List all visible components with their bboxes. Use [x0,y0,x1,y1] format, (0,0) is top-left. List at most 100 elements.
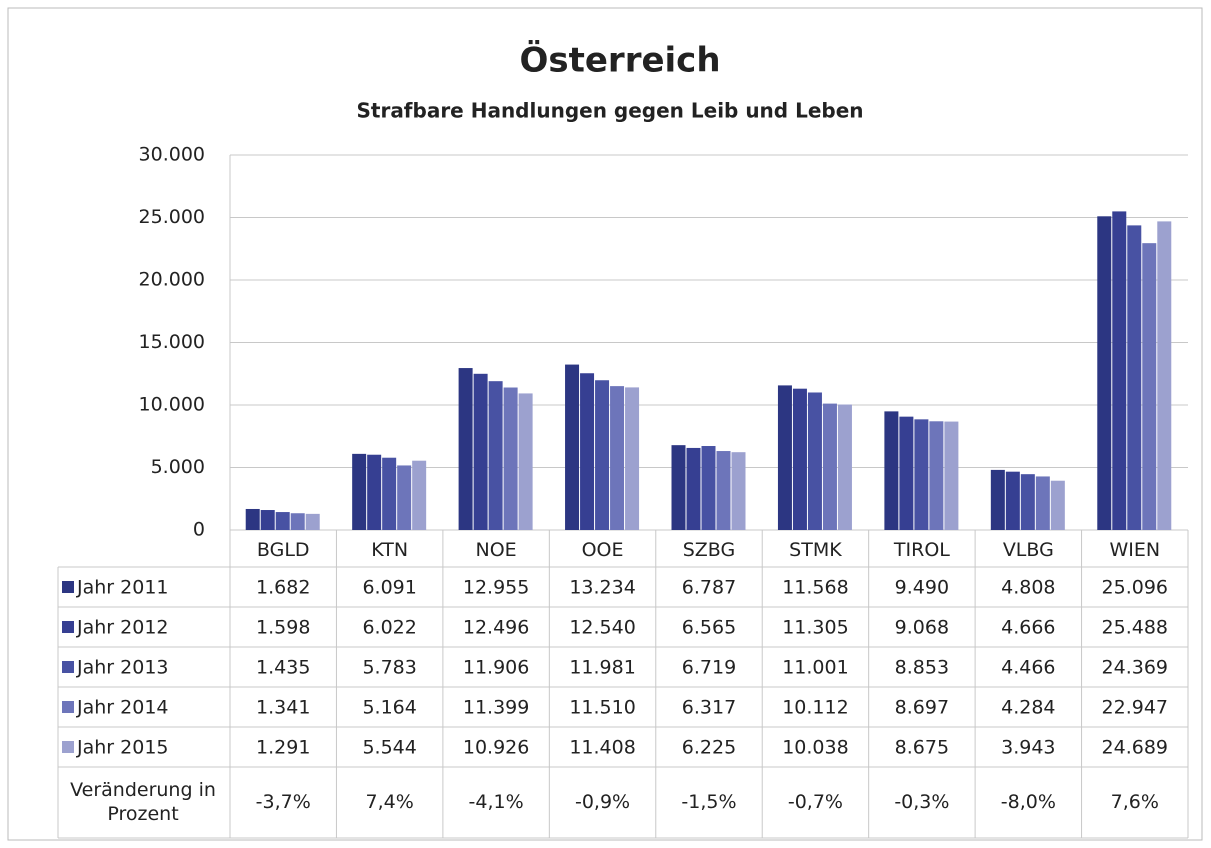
table-cell: 6.565 [682,617,736,639]
bar [686,447,701,530]
bar [716,451,731,530]
change-cell: -0,9% [575,791,630,813]
bar [1157,221,1172,530]
bar [792,388,807,530]
table-cell: 11.408 [569,737,635,759]
y-tick-label: 0 [193,519,205,541]
legend-label: Jahr 2012 [76,617,169,639]
bar [777,385,792,530]
legend-swatch [62,701,74,713]
bar [352,453,367,530]
bar [412,460,427,530]
bar [731,452,746,530]
table-cell: 6.719 [682,657,736,679]
table-cell: 6.225 [682,737,736,759]
bar [458,368,473,530]
change-label-box: Veränderung in Prozent [70,778,216,825]
bar [290,513,305,530]
table-cell: 8.853 [895,657,949,679]
bar [944,421,959,530]
bar [899,416,914,530]
table-cell: 8.697 [895,697,949,719]
y-tick-label: 25.000 [139,206,205,228]
change-cell: -8,0% [1001,791,1056,813]
x-tick-label: OOE [582,539,624,561]
bar [914,419,929,530]
legend-swatch [62,581,74,593]
bar [822,403,837,530]
bar [580,373,595,530]
bar [884,411,899,530]
bar [367,454,382,530]
bar [275,512,290,530]
y-tick-label: 10.000 [139,394,205,416]
bar [565,364,580,530]
change-cell: -0,7% [788,791,843,813]
table-cell: 12.496 [463,617,529,639]
table-cell: 13.234 [569,577,635,599]
y-tick-label: 5.000 [151,456,205,478]
legend-label: Jahr 2014 [76,697,169,719]
bar [595,380,610,530]
table-cell: 22.947 [1102,697,1168,719]
bar [245,508,260,530]
x-tick-label: WIEN [1109,539,1160,561]
bar [1097,216,1112,531]
table-cell: 1.341 [256,697,310,719]
bar [518,393,533,530]
bar [701,446,716,530]
bar [1050,480,1065,530]
legend-label: Jahr 2015 [76,737,169,759]
chart-subtitle: Strafbare Handlungen gegen Leib und Lebe… [356,99,863,123]
table-cell: 11.981 [569,657,635,679]
table-cell: 10.038 [782,737,848,759]
table-cell: 1.682 [256,577,310,599]
bar [1142,243,1157,530]
change-cell: -4,1% [469,791,524,813]
table-cell: 11.906 [463,657,529,679]
bar [807,392,822,530]
table-cell: 9.068 [895,617,949,639]
bar [625,387,640,530]
table-cell: 24.689 [1102,737,1168,759]
bar [1005,471,1020,530]
table-cell: 11.568 [782,577,848,599]
y-tick-label: 30.000 [139,144,205,166]
y-tick-label: 20.000 [139,269,205,291]
change-cell: 7,6% [1111,791,1159,813]
change-cell: 7,4% [366,791,414,813]
x-tick-label: TIROL [893,539,950,561]
table-cell: 24.369 [1102,657,1168,679]
bar [382,457,397,530]
legend-swatch [62,661,74,673]
x-tick-label: BGLD [257,539,310,561]
table-cell: 10.112 [782,697,848,719]
bar [990,469,1005,530]
bar [488,381,503,530]
table-cell: 9.490 [895,577,949,599]
bar [260,510,275,530]
legend-swatch [62,741,74,753]
bar [1112,211,1127,530]
table-cell: 4.808 [1001,577,1055,599]
chart-title: Österreich [519,40,720,81]
table-cell: 8.675 [895,737,949,759]
table-cell: 4.466 [1001,657,1055,679]
table-cell: 6.787 [682,577,736,599]
table-cell: 6.091 [362,577,416,599]
table-cell: 11.510 [569,697,635,719]
change-cell: -1,5% [681,791,736,813]
table-cell: 1.291 [256,737,310,759]
table-cell: 6.317 [682,697,736,719]
x-tick-label: STMK [789,539,842,561]
legend-label: Jahr 2013 [76,657,169,679]
legend-swatch [62,621,74,633]
table-cell: 12.540 [569,617,635,639]
table-cell: 11.305 [782,617,848,639]
change-cell: -3,7% [256,791,311,813]
change-label: Veränderung in Prozent [70,778,216,825]
table-cell: 5.164 [362,697,416,719]
bar [1127,225,1142,530]
bar [837,404,852,530]
bar [610,386,625,530]
